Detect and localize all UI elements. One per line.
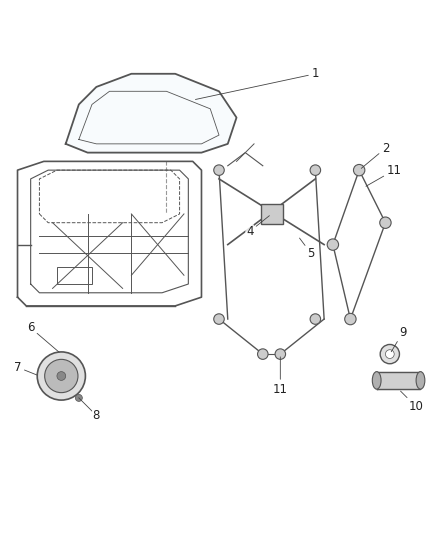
Text: 5: 5 [300, 238, 314, 260]
Text: 11: 11 [273, 357, 288, 395]
Text: 8: 8 [93, 409, 100, 422]
Text: 6: 6 [27, 321, 59, 352]
Circle shape [380, 344, 399, 364]
Circle shape [75, 394, 82, 401]
Circle shape [214, 165, 224, 175]
Circle shape [37, 352, 85, 400]
Circle shape [385, 350, 394, 359]
Bar [261, 204, 283, 223]
Text: 9: 9 [391, 326, 407, 352]
Circle shape [258, 349, 268, 359]
Circle shape [345, 313, 356, 325]
Text: 2: 2 [361, 142, 389, 168]
Circle shape [57, 372, 66, 381]
Circle shape [310, 165, 321, 175]
Circle shape [214, 314, 224, 324]
Circle shape [310, 314, 321, 324]
Circle shape [45, 359, 78, 393]
Circle shape [327, 239, 339, 251]
Circle shape [380, 217, 391, 229]
Bar [57, 266, 92, 284]
Text: 11: 11 [366, 164, 402, 186]
Polygon shape [66, 74, 237, 152]
Text: 7: 7 [14, 361, 37, 375]
Text: 10: 10 [400, 391, 424, 413]
Text: 1: 1 [195, 67, 319, 100]
Text: 4: 4 [246, 216, 269, 238]
Circle shape [275, 349, 286, 359]
Ellipse shape [372, 372, 381, 389]
Circle shape [353, 165, 365, 176]
Ellipse shape [416, 372, 425, 389]
Polygon shape [377, 372, 420, 389]
